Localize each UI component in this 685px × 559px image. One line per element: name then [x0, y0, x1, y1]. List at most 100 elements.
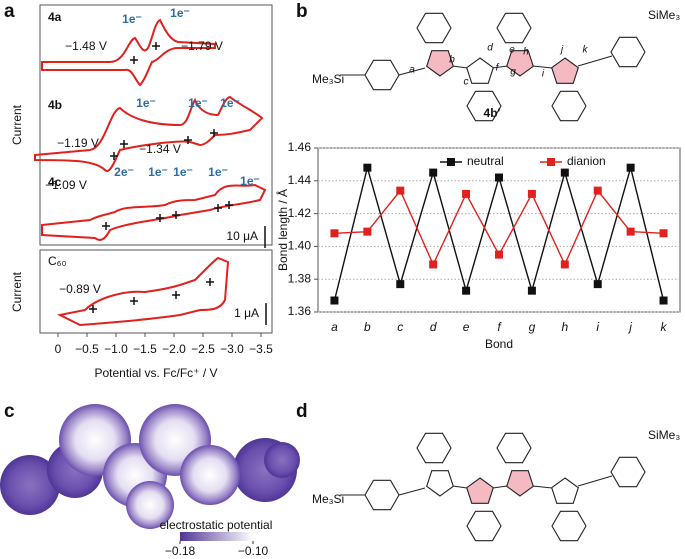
peak-marker [156, 214, 164, 222]
peak-marker [130, 56, 138, 64]
point [626, 227, 635, 236]
point [560, 260, 569, 269]
y-tick-label: 1.46 [288, 140, 312, 154]
annotation: 1e⁻ [122, 12, 142, 26]
x-tick-label: c [397, 320, 403, 334]
scale-bar-label: 1 μA [234, 306, 259, 320]
bond-label: a [409, 65, 415, 76]
point [330, 229, 339, 238]
ring [610, 36, 646, 68]
ring [426, 50, 454, 77]
y-axis-label: Current [10, 104, 24, 145]
peak-marker [89, 305, 97, 313]
bond-label: e [509, 45, 515, 56]
x-tick-label: −2.5 [191, 342, 215, 356]
point [593, 186, 602, 195]
peak-marker [102, 222, 110, 230]
y-tick-label: 1.38 [288, 271, 312, 285]
plot-frame [317, 147, 681, 313]
peak-marker [184, 136, 192, 144]
x-tick-label: −1.5 [133, 342, 157, 356]
x-tick-label: b [364, 320, 371, 334]
peak-marker [206, 278, 214, 286]
annotation: 1e⁻ [148, 165, 168, 179]
annotation: 1e⁻ [208, 165, 228, 179]
point [363, 163, 372, 172]
point [429, 168, 438, 177]
ring [466, 90, 502, 122]
bond-label: c [464, 77, 469, 88]
cv-frame [39, 4, 273, 246]
panel-label: d [296, 401, 308, 422]
point [626, 163, 635, 172]
point [593, 280, 602, 289]
ring [364, 479, 400, 511]
bond [577, 475, 613, 487]
point [330, 296, 339, 305]
bond-label: k [583, 45, 589, 56]
bond [492, 485, 508, 489]
ring [506, 50, 534, 77]
legend-marker [447, 158, 455, 166]
trace-name: 4a [48, 10, 62, 24]
ring [496, 432, 532, 464]
annotation: 1e⁻ [173, 165, 193, 179]
molecule-d: Me₃Si SiMe₃ [312, 428, 680, 542]
x-tick-label: −1.0 [104, 342, 128, 356]
ring [551, 57, 579, 84]
panel-label: a [4, 1, 15, 22]
ring [466, 510, 502, 542]
bond [452, 65, 468, 69]
x-tick-label: g [529, 320, 536, 334]
x-tick-label: −3.0 [220, 342, 244, 356]
point [462, 286, 471, 295]
peak-marker [110, 152, 118, 160]
molecule-name: 4b′ [484, 106, 501, 120]
bond-label: i [542, 69, 545, 80]
substituent: SiMe₃ [648, 428, 680, 442]
substituent: Me₃Si [312, 72, 344, 86]
peak-marker [210, 129, 218, 137]
trace-name: 4b [48, 98, 62, 112]
y-tick-label: 1.44 [288, 173, 312, 187]
esp-blob [0, 455, 60, 515]
ring [551, 477, 579, 504]
point [429, 260, 438, 269]
ring [466, 477, 494, 504]
point [560, 168, 569, 177]
annotation: −1.09 V [45, 178, 87, 192]
annotation: 1e⁻ [220, 96, 240, 110]
x-tick-label: a [331, 320, 338, 334]
annotation: 1e⁻ [170, 6, 190, 20]
bond-label: f [496, 63, 500, 74]
x-tick-label: k [661, 320, 668, 334]
ring [466, 57, 494, 84]
x-tick-label: f [497, 320, 502, 334]
x-axis-label: Bond [485, 337, 513, 351]
legend-label: dianion [567, 154, 606, 168]
esp-map: electrostatic potential −0.18 −0.10 [0, 404, 300, 558]
annotation: −1.48 V [65, 39, 107, 53]
point [363, 227, 372, 236]
bond [532, 65, 553, 69]
annotation: 1e⁻ [136, 96, 156, 110]
ring [610, 456, 646, 488]
y-axis-label: Bond length / Å [275, 189, 290, 271]
colorbar-label: −0.18 [165, 544, 196, 558]
panel-label: b [296, 1, 308, 22]
bond [532, 485, 553, 489]
y-tick-label: 1.40 [288, 239, 312, 253]
trace-name: 4c [48, 175, 62, 189]
bond-label: j [559, 45, 564, 56]
colorbar [180, 532, 253, 541]
x-tick-label: h [561, 320, 568, 334]
x-tick-label: 0 [55, 342, 62, 356]
annotation: −1.79 V [181, 39, 223, 53]
substituent: Me₃Si [312, 492, 344, 506]
point [495, 250, 503, 259]
x-tick-label: −3.5 [249, 342, 273, 356]
ring [496, 12, 532, 44]
cv-trace [41, 18, 216, 87]
point [659, 229, 668, 238]
scale-bar-label: 10 μA [226, 229, 258, 243]
